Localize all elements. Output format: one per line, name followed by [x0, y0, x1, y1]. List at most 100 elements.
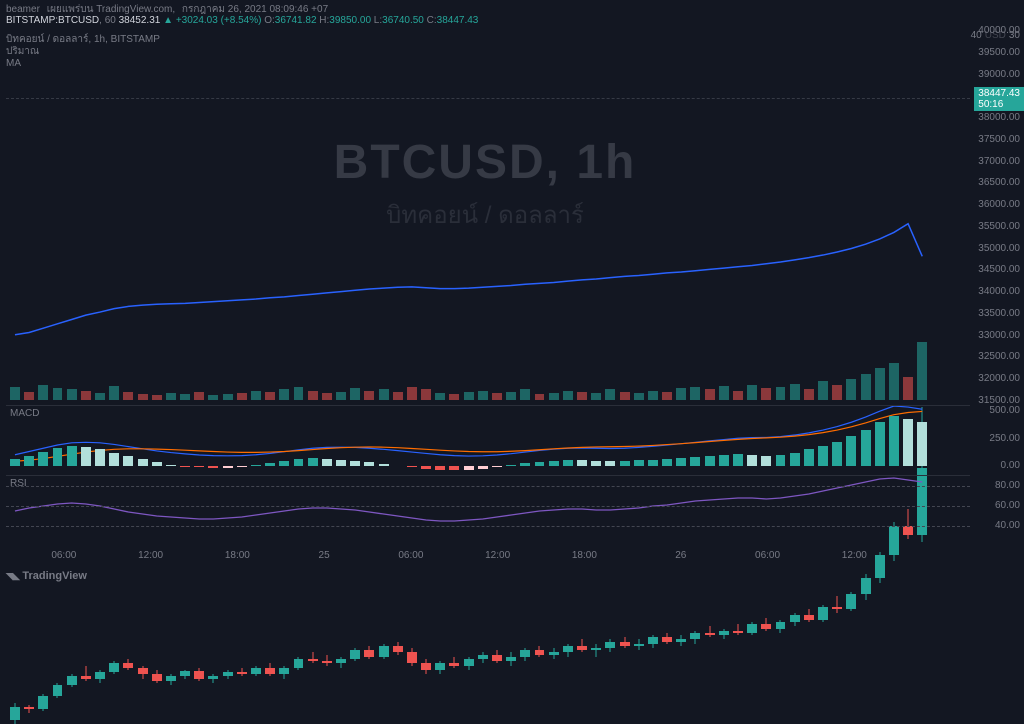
macd-hist-bar	[237, 466, 247, 467]
y-tick: 37000.00	[978, 156, 1020, 167]
user: beamer	[6, 4, 40, 15]
macd-hist-bar	[889, 416, 899, 466]
y-tick: 35500.00	[978, 221, 1020, 232]
macd-hist-bar	[478, 466, 488, 469]
rsi-y-tick: 40.00	[995, 520, 1020, 531]
macd-hist-bar	[535, 462, 545, 466]
macd-hist-bar	[690, 457, 700, 466]
macd-hist-bar	[364, 462, 374, 465]
volume-bar	[776, 387, 786, 400]
price-tag-value: 38447.43	[978, 88, 1020, 99]
volume-bar	[705, 389, 715, 400]
y-tick: 36000.00	[978, 199, 1020, 210]
macd-hist-bar	[53, 448, 63, 465]
volume-bar	[152, 395, 162, 400]
volume-bar	[719, 386, 729, 400]
x-tick: 18:00	[225, 550, 250, 561]
macd-hist-bar	[549, 461, 559, 466]
rsi-band	[6, 506, 970, 507]
volume-bar	[563, 391, 573, 400]
macd-hist-bar	[648, 460, 658, 466]
volume-bar	[393, 392, 403, 400]
macd-hist-bar	[818, 446, 828, 466]
x-tick: 12:00	[842, 550, 867, 561]
y-tick: 32000.00	[978, 373, 1020, 384]
rsi-band	[6, 486, 970, 487]
ohlc-c: 38447.43	[437, 15, 479, 26]
volume-bar	[676, 388, 686, 400]
volume-bar	[223, 394, 233, 400]
volume-bar	[279, 389, 289, 400]
price-y-axis: 31500.0032000.0032500.0033000.0033500.00…	[976, 30, 1022, 400]
macd-hist-bar	[662, 459, 672, 466]
macd-hist-bar	[81, 447, 91, 465]
volume-bar	[308, 391, 318, 400]
volume-bar	[506, 392, 516, 400]
volume-bar	[535, 394, 545, 400]
macd-hist-bar	[563, 460, 573, 465]
volume-bar	[95, 393, 105, 400]
published-on: เผยแพร่บน TradingView.com,	[47, 4, 175, 15]
change-pct: (+8.54%)	[221, 15, 262, 26]
volume-bar	[194, 392, 204, 400]
macd-y-tick: 500.00	[989, 405, 1020, 416]
macd-hist-bar	[223, 466, 233, 468]
macd-hist-bar	[123, 456, 133, 466]
macd-hist-bar	[166, 465, 176, 466]
volume-bar	[336, 392, 346, 400]
macd-y-tick: 0.00	[1001, 460, 1020, 471]
volume-bar	[407, 387, 417, 400]
macd-panel[interactable]: MACD	[6, 405, 970, 470]
volume-bar	[53, 388, 63, 400]
macd-hist-bar	[861, 430, 871, 466]
x-tick: 06:00	[51, 550, 76, 561]
volume-bar	[620, 392, 630, 400]
volume-bar	[81, 391, 91, 400]
y-tick: 33000.00	[978, 330, 1020, 341]
macd-hist-bar	[705, 456, 715, 466]
x-tick: 25	[319, 550, 330, 561]
volume-bar	[690, 387, 700, 400]
volume-bar	[747, 385, 757, 400]
volume-bar	[790, 384, 800, 400]
ohlc-l: 36740.50	[382, 15, 424, 26]
price-chart[interactable]	[6, 30, 970, 400]
macd-hist-bar	[279, 461, 289, 465]
macd-hist-bar	[506, 465, 516, 466]
volume-bar	[591, 393, 601, 400]
macd-hist-bar	[322, 459, 332, 466]
macd-hist-bar	[634, 460, 644, 465]
ohlc-h: 39850.00	[329, 15, 371, 26]
macd-hist-bar	[24, 456, 34, 466]
macd-hist-bar	[38, 452, 48, 466]
macd-hist-bar	[790, 453, 800, 466]
y-tick: 33500.00	[978, 308, 1020, 319]
macd-hist-bar	[846, 436, 856, 465]
ohlc-o: 36741.82	[275, 15, 317, 26]
volume-bar	[832, 385, 842, 400]
volume-bar	[761, 388, 771, 400]
y-tick: 31500.00	[978, 395, 1020, 406]
volume-bar	[903, 377, 913, 400]
volume-bar	[449, 394, 459, 400]
macd-hist-bar	[308, 458, 318, 466]
volume-bar	[265, 392, 275, 400]
last-price: 38452.31	[119, 15, 161, 26]
rsi-y-tick: 60.00	[995, 500, 1020, 511]
volume-bar	[294, 387, 304, 400]
rsi-panel[interactable]: RSI	[6, 475, 970, 545]
volume-bar	[435, 393, 445, 400]
macd-hist-bar	[294, 459, 304, 466]
macd-hist-bar	[903, 419, 913, 466]
volume-bar	[67, 389, 77, 400]
y-tick: 34500.00	[978, 264, 1020, 275]
volume-bar	[38, 385, 48, 400]
y-tick: 34000.00	[978, 286, 1020, 297]
macd-hist-bar	[109, 453, 119, 466]
macd-hist-bar	[676, 458, 686, 466]
macd-hist-bar	[336, 460, 346, 466]
volume-bar	[24, 392, 34, 400]
macd-hist-bar	[180, 466, 190, 467]
volume-bar	[251, 391, 261, 400]
volume-bar	[875, 368, 885, 400]
